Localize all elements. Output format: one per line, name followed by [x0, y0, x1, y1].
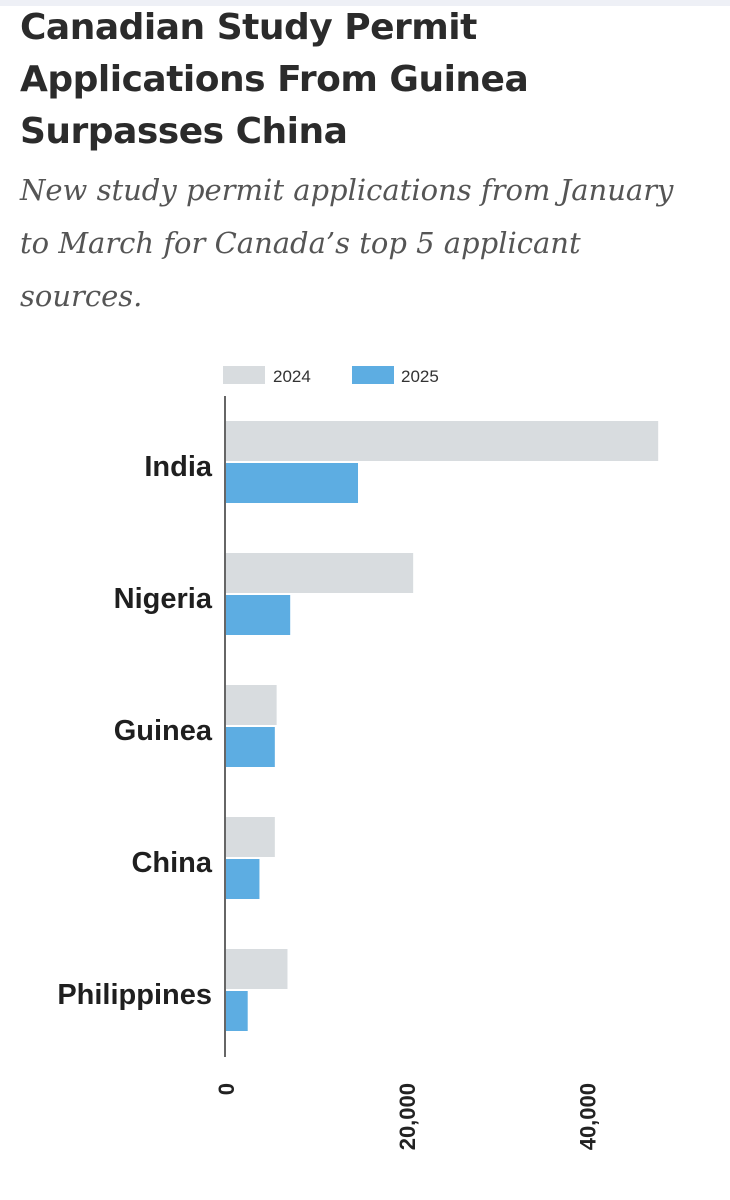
legend-label-2024: 2024: [273, 367, 311, 386]
legend-swatch-2025: [352, 366, 394, 384]
bar-guinea-2025: [226, 727, 275, 767]
legend-swatch-2024: [223, 366, 265, 384]
bar-china-2024: [226, 817, 275, 857]
category-label-guinea: Guinea: [114, 715, 213, 747]
bar-india-2025: [226, 463, 359, 503]
x-tick-label: 20,000: [395, 1083, 420, 1150]
bar-nigeria-2024: [226, 553, 414, 593]
bar-philippines-2024: [226, 949, 288, 989]
category-label-nigeria: Nigeria: [114, 583, 213, 615]
bar-india-2024: [226, 421, 659, 461]
category-label-philippines: Philippines: [57, 979, 212, 1011]
bar-china-2025: [226, 859, 260, 899]
bar-philippines-2025: [226, 991, 248, 1031]
legend-label-2025: 2025: [401, 367, 439, 386]
chart-title: Canadian Study Permit Applications From …: [20, 7, 529, 152]
bar-nigeria-2025: [226, 595, 291, 635]
category-labels: India Nigeria Guinea China Philippines: [57, 451, 213, 1011]
bar-guinea-2024: [226, 685, 277, 725]
bars: [226, 421, 659, 1031]
x-tick-label: 40,000: [576, 1083, 601, 1150]
x-tick-labels: 0 20,000 40,000: [214, 1083, 601, 1150]
x-tick-label: 0: [214, 1083, 239, 1095]
top-bar: [0, 0, 730, 6]
chart-subtitle: New study permit applications from Janua…: [20, 173, 674, 313]
category-label-india: India: [144, 451, 213, 483]
legend: 2024 2025: [223, 366, 439, 386]
category-label-china: China: [131, 847, 212, 879]
